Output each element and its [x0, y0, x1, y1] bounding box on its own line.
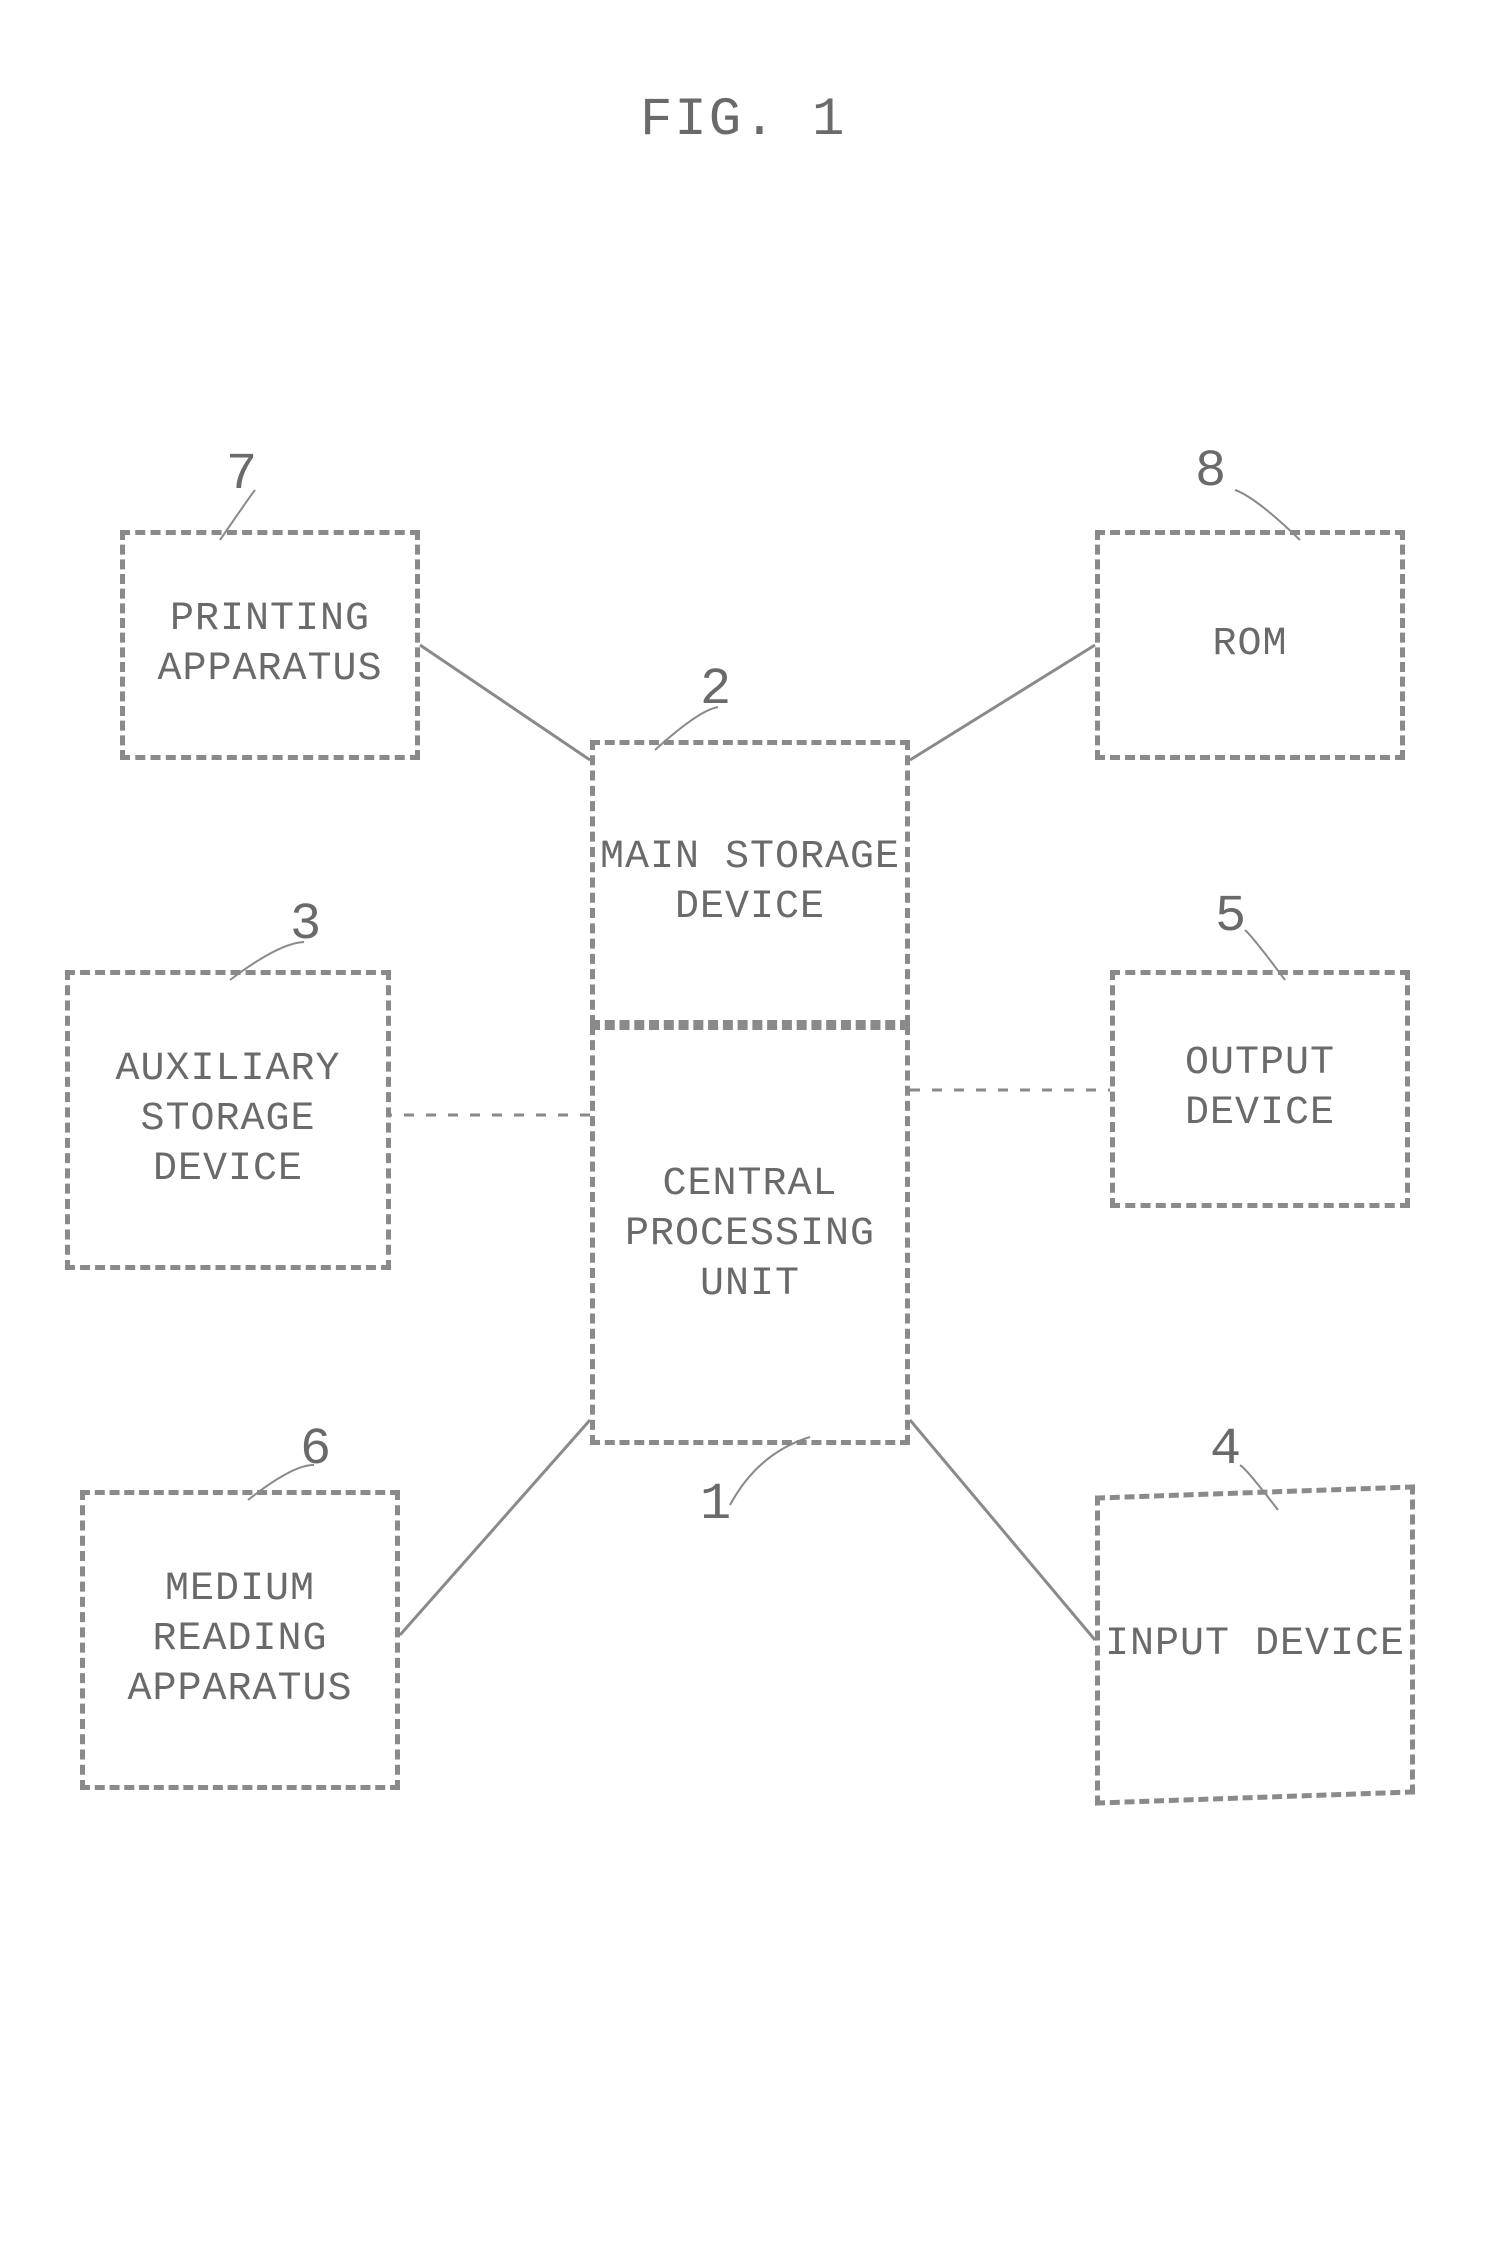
node-input: INPUT DEVICE — [1095, 1484, 1415, 1805]
node-rom-label: ROM — [1212, 620, 1287, 670]
num-aux-storage: 3 — [290, 895, 321, 954]
num-output: 5 — [1215, 887, 1246, 946]
node-main-storage: MAIN STORAGE DEVICE — [590, 740, 910, 1025]
node-aux-storage: AUXILIARY STORAGE DEVICE — [65, 970, 391, 1270]
num-printing: 7 — [226, 445, 257, 504]
node-cpu: CENTRAL PROCESSING UNIT — [590, 1025, 910, 1445]
node-printing: PRINTING APPARATUS — [120, 530, 420, 760]
node-medium-reading-label: MEDIUM READING APPARATUS — [85, 1565, 395, 1715]
num-input: 4 — [1210, 1420, 1241, 1479]
num-main-storage: 2 — [700, 660, 731, 719]
node-rom: ROM — [1095, 530, 1405, 760]
num-cpu: 1 — [700, 1475, 731, 1534]
num-rom: 8 — [1195, 442, 1226, 501]
node-input-label: INPUT DEVICE — [1105, 1620, 1405, 1670]
node-main-storage-label: MAIN STORAGE DEVICE — [600, 833, 900, 933]
diagram-canvas: FIG. 1 MAIN STORAGE DEVICE CENTRAL PROCE… — [0, 0, 1495, 2242]
node-cpu-label: CENTRAL PROCESSING UNIT — [595, 1160, 905, 1310]
node-medium-reading: MEDIUM READING APPARATUS — [80, 1490, 400, 1790]
num-medium-reading: 6 — [300, 1420, 331, 1479]
node-aux-storage-label: AUXILIARY STORAGE DEVICE — [70, 1045, 386, 1195]
node-output: OUTPUT DEVICE — [1110, 970, 1410, 1208]
node-printing-label: PRINTING APPARATUS — [157, 595, 382, 695]
figure-title: FIG. 1 — [640, 90, 846, 151]
node-output-label: OUTPUT DEVICE — [1185, 1039, 1335, 1139]
